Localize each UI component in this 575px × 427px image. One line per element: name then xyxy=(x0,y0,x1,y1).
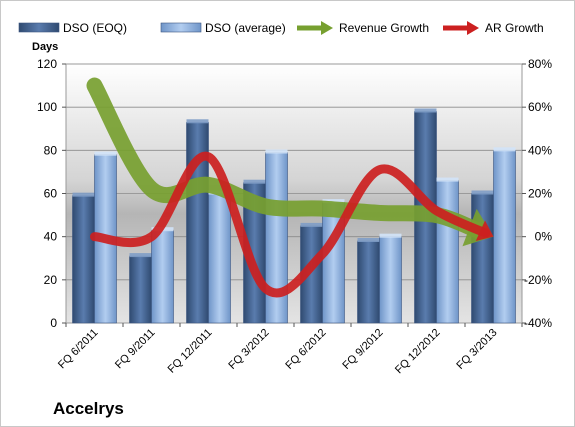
ar-growth-line xyxy=(90,151,491,298)
bar-cap xyxy=(300,222,323,227)
ar-growth-arrowhead xyxy=(475,220,494,241)
legend-swatch-arrow xyxy=(467,21,479,35)
y-tick-label: 120 xyxy=(37,57,57,71)
company-name: Accelrys xyxy=(53,399,124,418)
y2-tick-label: 20% xyxy=(528,187,552,201)
bar-dso-average xyxy=(436,180,459,324)
bar-cap xyxy=(493,147,516,152)
legend-label: Revenue Growth xyxy=(339,21,429,35)
y-tick-label: 100 xyxy=(37,100,57,114)
revenue-growth-line xyxy=(86,77,488,240)
legend: DSO (EOQ) DSO (average) Revenue Growth AR G… xyxy=(18,21,544,35)
x-tick-label: FQ 3/2012 xyxy=(226,327,271,372)
y2-tick-label: 40% xyxy=(528,143,552,157)
y-tick-label: 80 xyxy=(44,143,58,157)
bar-dso-average xyxy=(151,229,174,324)
bar-cap xyxy=(94,151,117,156)
y2-tick-label: 60% xyxy=(528,100,552,114)
x-tick-label: FQ 9/2012 xyxy=(340,327,385,372)
bar-cap xyxy=(379,233,402,238)
x-tick-label: FQ 9/2011 xyxy=(113,327,158,372)
y2-tick-label: 80% xyxy=(528,57,552,71)
bar-cap xyxy=(186,119,209,124)
bar-dso-eoq xyxy=(471,193,494,324)
x-tick-label: FQ 3/2013 xyxy=(454,327,499,372)
bar-cap xyxy=(414,108,437,113)
legend-label: DSO (EOQ) xyxy=(63,21,127,35)
x-tick-label: FQ 12/2011 xyxy=(166,327,215,376)
y2-tick-label: -20% xyxy=(524,273,552,287)
bar-cap xyxy=(129,253,152,258)
x-tick-label: FQ 6/2012 xyxy=(283,327,328,372)
y-axis-title: Days xyxy=(32,41,59,53)
bar-dso-eoq xyxy=(72,195,95,324)
bar-dso-average xyxy=(379,236,402,324)
y-tick-label: 60 xyxy=(44,187,58,201)
legend-swatch-arrow xyxy=(321,21,333,35)
bar-dso-average xyxy=(208,193,231,324)
legend-swatch xyxy=(160,22,202,33)
x-tick-label: FQ 6/2011 xyxy=(56,327,101,372)
y-tick-label: 0 xyxy=(50,316,57,330)
x-tick-label: FQ 12/2012 xyxy=(393,327,443,377)
legend-label: AR Growth xyxy=(485,21,544,35)
legend-label: DSO (average) xyxy=(205,21,286,35)
bar-dso-eoq xyxy=(129,255,152,324)
bar-cap xyxy=(357,237,380,242)
bar-cap xyxy=(322,199,345,204)
y2-tick-label: 0% xyxy=(535,230,553,244)
legend-swatch xyxy=(18,22,60,33)
bar-dso-average xyxy=(493,150,516,324)
y-tick-label: 20 xyxy=(44,273,58,287)
bar-cap xyxy=(436,177,459,182)
bar-cap xyxy=(471,190,494,195)
y2-tick-label: -40% xyxy=(524,316,552,330)
y-tick-label: 40 xyxy=(44,230,58,244)
bar-cap xyxy=(243,179,266,184)
bar-cap xyxy=(72,192,95,197)
bar-cap xyxy=(265,149,288,154)
bar-dso-eoq xyxy=(357,240,380,324)
